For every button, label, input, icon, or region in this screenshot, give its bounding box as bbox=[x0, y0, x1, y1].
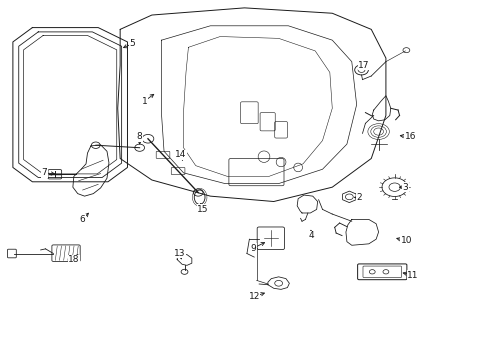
Text: 6: 6 bbox=[80, 215, 85, 224]
Text: 14: 14 bbox=[175, 150, 186, 159]
Text: 13: 13 bbox=[174, 249, 185, 258]
Text: 11: 11 bbox=[406, 270, 418, 279]
Text: 10: 10 bbox=[400, 237, 411, 246]
Text: 2: 2 bbox=[356, 193, 361, 202]
Text: 1: 1 bbox=[142, 96, 147, 105]
Text: 4: 4 bbox=[308, 231, 314, 240]
Text: 5: 5 bbox=[129, 39, 135, 48]
Text: 16: 16 bbox=[404, 132, 415, 141]
Text: 7: 7 bbox=[41, 168, 47, 177]
Text: 9: 9 bbox=[250, 244, 256, 253]
Text: 3: 3 bbox=[402, 183, 407, 192]
Text: 18: 18 bbox=[68, 255, 80, 264]
Text: 17: 17 bbox=[358, 61, 369, 70]
Text: 15: 15 bbox=[197, 205, 208, 214]
Text: 12: 12 bbox=[248, 292, 260, 301]
Text: 8: 8 bbox=[137, 132, 142, 141]
